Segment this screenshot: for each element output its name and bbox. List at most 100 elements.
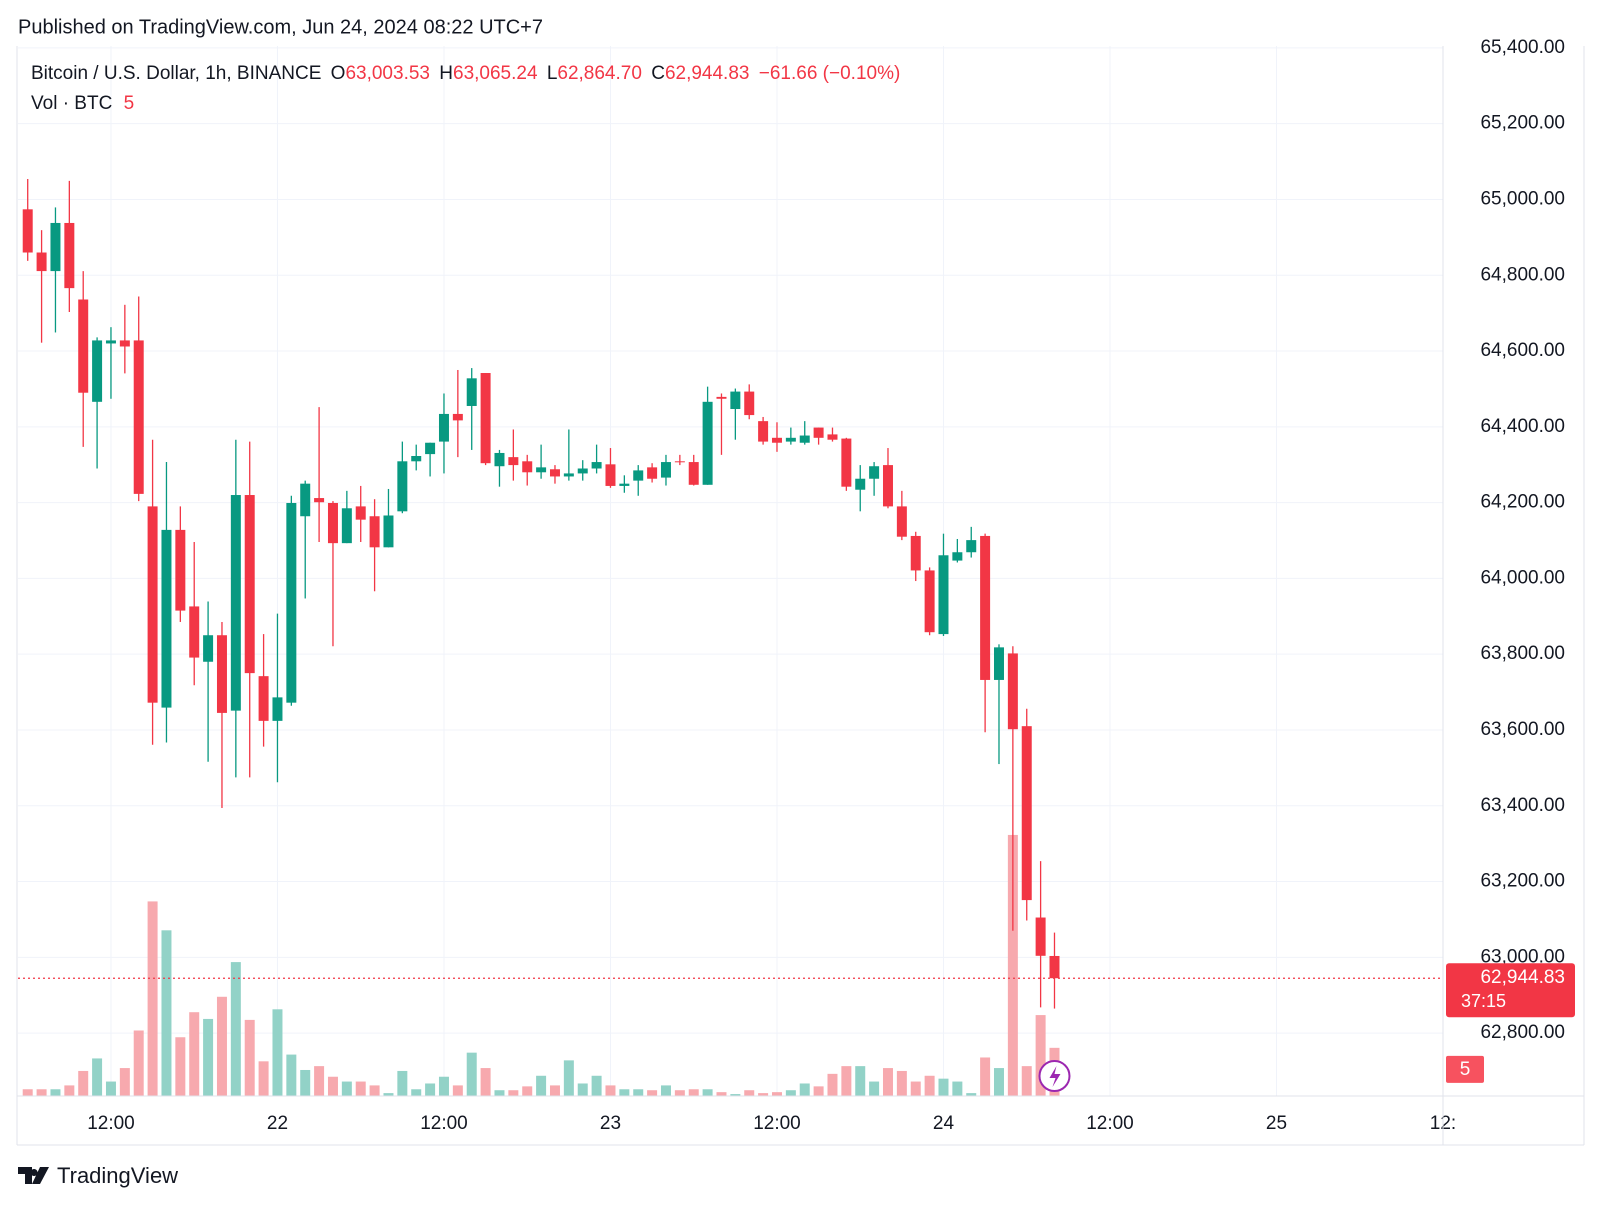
y-tick-label: 64,000.00: [1480, 567, 1565, 588]
volume-bar: [702, 1089, 713, 1096]
candle-body: [50, 222, 61, 272]
price-label: 62,944.83: [1480, 967, 1565, 988]
volume-bar: [730, 1094, 741, 1096]
candle-body: [216, 635, 227, 713]
candle-body: [300, 483, 311, 517]
candle-body: [702, 401, 713, 485]
volume-bar: [161, 930, 172, 1096]
volume-bar: [397, 1070, 408, 1096]
volume-bar: [660, 1085, 671, 1096]
volume-bar: [674, 1090, 685, 1096]
candle-body: [1049, 955, 1060, 979]
candle-body: [758, 421, 769, 442]
candle-body: [397, 461, 408, 512]
candle-body: [674, 461, 685, 463]
candle-body: [258, 676, 269, 721]
legend-label: C: [651, 63, 665, 84]
volume-bar: [36, 1089, 47, 1096]
volume-bar: [383, 1093, 394, 1096]
volume-bar: [258, 1061, 269, 1096]
volume-bar: [105, 1081, 116, 1096]
legend-value: 5: [124, 93, 135, 114]
candle-body: [175, 529, 186, 611]
candle-body: [189, 606, 200, 658]
volume-bar: [896, 1070, 907, 1096]
legend-value: 62,944.83: [665, 63, 750, 84]
candle-body: [869, 466, 880, 479]
volume-bar: [355, 1081, 366, 1096]
volume-bar: [799, 1083, 810, 1096]
price-label-box: [1446, 963, 1575, 1018]
candle-body: [591, 462, 602, 469]
candle-body: [64, 222, 75, 289]
volume-label-box: [1446, 1055, 1484, 1083]
volume-bar: [92, 1058, 103, 1096]
candle-body: [36, 252, 47, 272]
volume-bar: [938, 1078, 949, 1096]
volume-bar: [855, 1066, 866, 1096]
axes: 62,800.00 63,000.00 63,200.00 63,400.00 63,6…: [87, 37, 1575, 1134]
volume-bar: [438, 1076, 449, 1096]
volume-bar: [785, 1090, 796, 1096]
candle-body: [841, 438, 852, 487]
candle-body: [896, 506, 907, 537]
volume-bar: [910, 1081, 921, 1096]
logo-mark: [18, 1167, 49, 1184]
volume-bar: [536, 1075, 547, 1096]
candle-body: [105, 340, 116, 344]
volume-bar: [924, 1075, 935, 1096]
y-tick-label: 64,400.00: [1480, 416, 1565, 437]
candle-body: [272, 697, 283, 721]
volume-bar: [133, 1030, 144, 1096]
volume-bar: [758, 1093, 769, 1096]
legend-line: Bitcoin / U.S. Dollar, 1h, BINANCE O63,0…: [31, 63, 900, 84]
x-tick-label: 12:00: [420, 1113, 468, 1134]
grid: [18, 46, 1444, 1096]
y-tick-label: 65,200.00: [1480, 113, 1565, 134]
candle-body: [494, 452, 505, 467]
volume-bar: [494, 1090, 505, 1096]
candle-body: [78, 299, 89, 393]
candle-body: [466, 378, 477, 406]
candle-body: [813, 427, 824, 438]
candle-body: [161, 529, 172, 708]
y-tick-label: 65,400.00: [1480, 37, 1565, 58]
candle-body: [230, 495, 241, 711]
candle-body: [577, 468, 588, 474]
volume-bar: [327, 1076, 338, 1096]
candle-body: [716, 396, 727, 399]
volume-bar: [22, 1089, 33, 1096]
volume-bar: [244, 1019, 255, 1096]
candle-body: [480, 373, 491, 464]
volume-bar: [452, 1085, 463, 1096]
volume-bar: [189, 1012, 200, 1096]
x-tick-label: 12:00: [753, 1113, 801, 1134]
legend-label: Vol · BTC: [31, 93, 112, 114]
candle-body: [438, 413, 449, 442]
volume-bar: [688, 1089, 699, 1096]
x-tick-label: 25: [1266, 1113, 1287, 1134]
volume-bar: [425, 1083, 436, 1096]
volume-bar: [480, 1068, 491, 1096]
candle-body: [980, 535, 991, 680]
volume-bar: [827, 1073, 838, 1096]
volume-bar: [744, 1090, 755, 1096]
volume-bar: [369, 1085, 380, 1096]
volume-bar: [341, 1081, 352, 1096]
volume-bar: [1035, 1015, 1046, 1096]
candle-body: [785, 437, 796, 442]
published-note: Published on TradingView.com, Jun 24, 20…: [18, 16, 543, 38]
volume-bar: [300, 1069, 311, 1096]
candle-body: [966, 540, 977, 553]
plot-area: [18, 179, 1443, 1096]
candle-body: [1021, 726, 1032, 901]
volume-bar: [147, 901, 158, 1096]
y-tick-label: 63,800.00: [1480, 643, 1565, 664]
candle-body: [522, 461, 533, 473]
volume-bar: [549, 1085, 560, 1096]
candle-body: [22, 209, 33, 253]
volume-bar: [633, 1089, 644, 1096]
volume-bar: [1021, 1066, 1032, 1096]
volume-bar: [813, 1086, 824, 1096]
